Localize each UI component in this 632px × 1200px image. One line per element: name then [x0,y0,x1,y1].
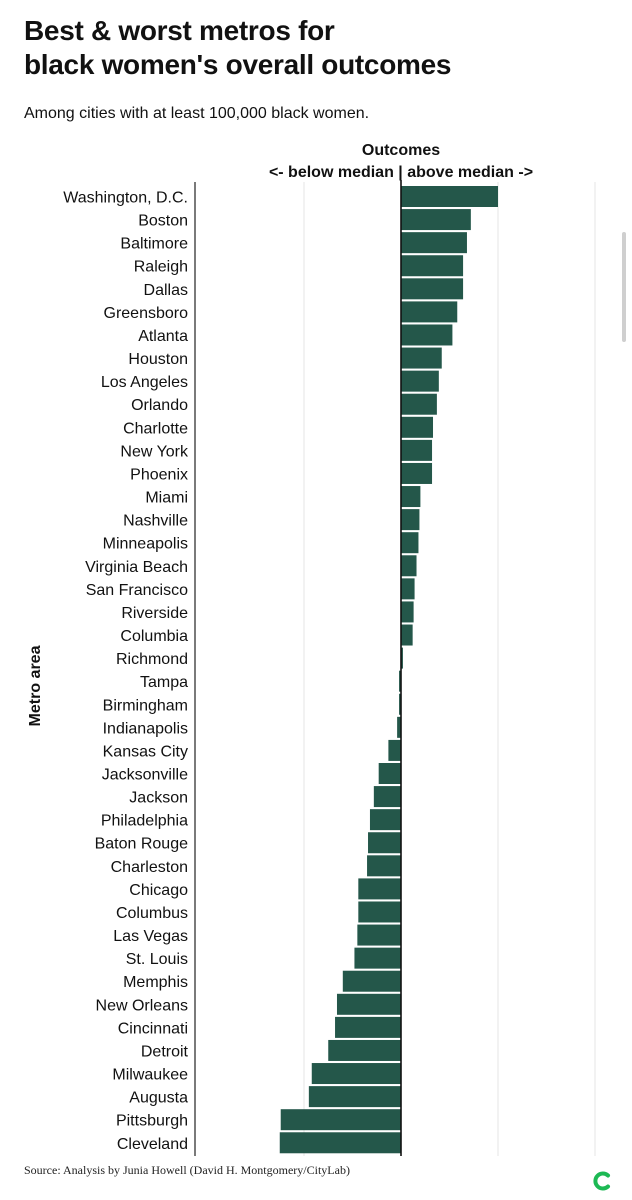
bar-houston [401,347,442,369]
chart-title: Best & worst metros for black women's ov… [24,14,614,82]
bar-miami [401,486,421,508]
bar-new-orleans [336,993,401,1015]
category-label: Cincinnati [118,1020,188,1037]
category-label: Philadelphia [101,813,188,830]
category-label: Las Vegas [113,928,188,945]
category-label: St. Louis [126,951,188,968]
category-label: Birmingham [103,697,188,714]
category-label: Nashville [123,513,188,530]
bar-boston [401,209,471,231]
bar-richmond [401,647,403,669]
citylab-logo-icon [593,1171,610,1191]
category-label: Charleston [111,859,188,876]
category-label: Milwaukee [112,1067,188,1084]
bar-new-york [401,439,433,461]
category-label: Indianapolis [103,720,188,737]
bar-baltimore [401,232,467,254]
bar-dallas [401,278,464,300]
category-label: New Orleans [96,997,188,1014]
category-label: Cleveland [117,1136,188,1153]
category-label: Detroit [141,1043,189,1060]
bar-cincinnati [335,1016,401,1038]
category-label: Atlanta [138,328,188,345]
category-label: Baton Rouge [95,836,189,853]
logo-arc [593,1171,610,1191]
category-label: Washington, D.C. [63,190,188,207]
bar-columbia [401,624,413,646]
category-label: Columbia [120,628,188,645]
source-note: Source: Analysis by Junia Howell (David … [24,1163,350,1177]
bar-minneapolis [401,532,419,554]
category-label: Los Angeles [101,374,188,391]
bar-philadelphia [369,809,401,831]
category-label: Memphis [123,974,188,991]
category-label: New York [120,443,189,460]
category-label: Pittsburgh [116,1113,188,1130]
chart-subtitle: Among cities with at least 100,000 black… [24,105,370,122]
bar-riverside [401,601,414,623]
bar-milwaukee [311,1063,401,1085]
bar-phoenix [401,462,433,484]
category-label: Kansas City [103,743,188,760]
bar-las-vegas [357,924,401,946]
bar-pittsburgh [280,1109,401,1131]
category-label: San Francisco [86,582,188,599]
bar-columbus [358,901,401,923]
bar-baton-rouge [368,832,401,854]
y-axis-title: Metro area [27,645,44,726]
outcomes-axis-title: Outcomes [362,142,440,159]
category-label: Chicago [129,882,188,899]
category-label: Minneapolis [103,536,188,553]
bar-raleigh [401,255,464,277]
category-label: Greensboro [104,305,189,322]
bar-los-angeles [401,370,439,392]
bar-st-louis [354,947,401,969]
category-label: Boston [138,213,188,230]
bar-charlotte [401,416,434,438]
category-label: Columbus [116,905,188,922]
category-label: Richmond [116,651,188,668]
bar-atlanta [401,324,453,346]
category-label: Dallas [144,282,188,299]
scrollbar[interactable] [622,232,626,342]
bar-jacksonville [378,763,401,784]
category-label: Jacksonville [102,767,188,784]
bar-chart: Outcomes <- below median | above median -… [27,142,596,1156]
category-label: Charlotte [123,420,188,437]
bar-san-francisco [401,578,415,600]
bar-jackson [373,786,401,808]
bar-cleveland [279,1132,401,1154]
bar-virginia-beach [401,555,417,577]
bar-augusta [308,1086,401,1108]
category-label: Virginia Beach [85,559,188,576]
bar-greensboro [401,301,458,323]
bar-memphis [342,970,401,992]
bar-tampa [399,670,401,692]
category-label: Baltimore [120,236,188,253]
bar-orlando [401,393,437,415]
category-label: Tampa [140,674,188,691]
bar-indianapolis [397,716,401,738]
category-label: Augusta [129,1090,188,1107]
bar-detroit [328,1039,401,1061]
bar-birmingham [399,693,401,715]
category-label: Phoenix [130,466,188,483]
bar-charleston [367,855,401,877]
bar-nashville [401,509,420,531]
median-direction-label: <- below median | above median -> [269,164,533,181]
category-label: Jackson [129,790,188,807]
category-label: Miami [145,490,188,507]
category-label: Riverside [121,605,188,622]
bar-kansas-city [388,739,401,761]
category-label: Raleigh [134,259,188,276]
category-label: Houston [128,351,188,368]
title-line-2: black women's overall outcomes [24,49,452,80]
title-line-1: Best & worst metros for [24,15,335,46]
bar-chicago [358,878,401,900]
category-label: Orlando [131,397,188,414]
bar-washington-d-c [401,186,498,207]
